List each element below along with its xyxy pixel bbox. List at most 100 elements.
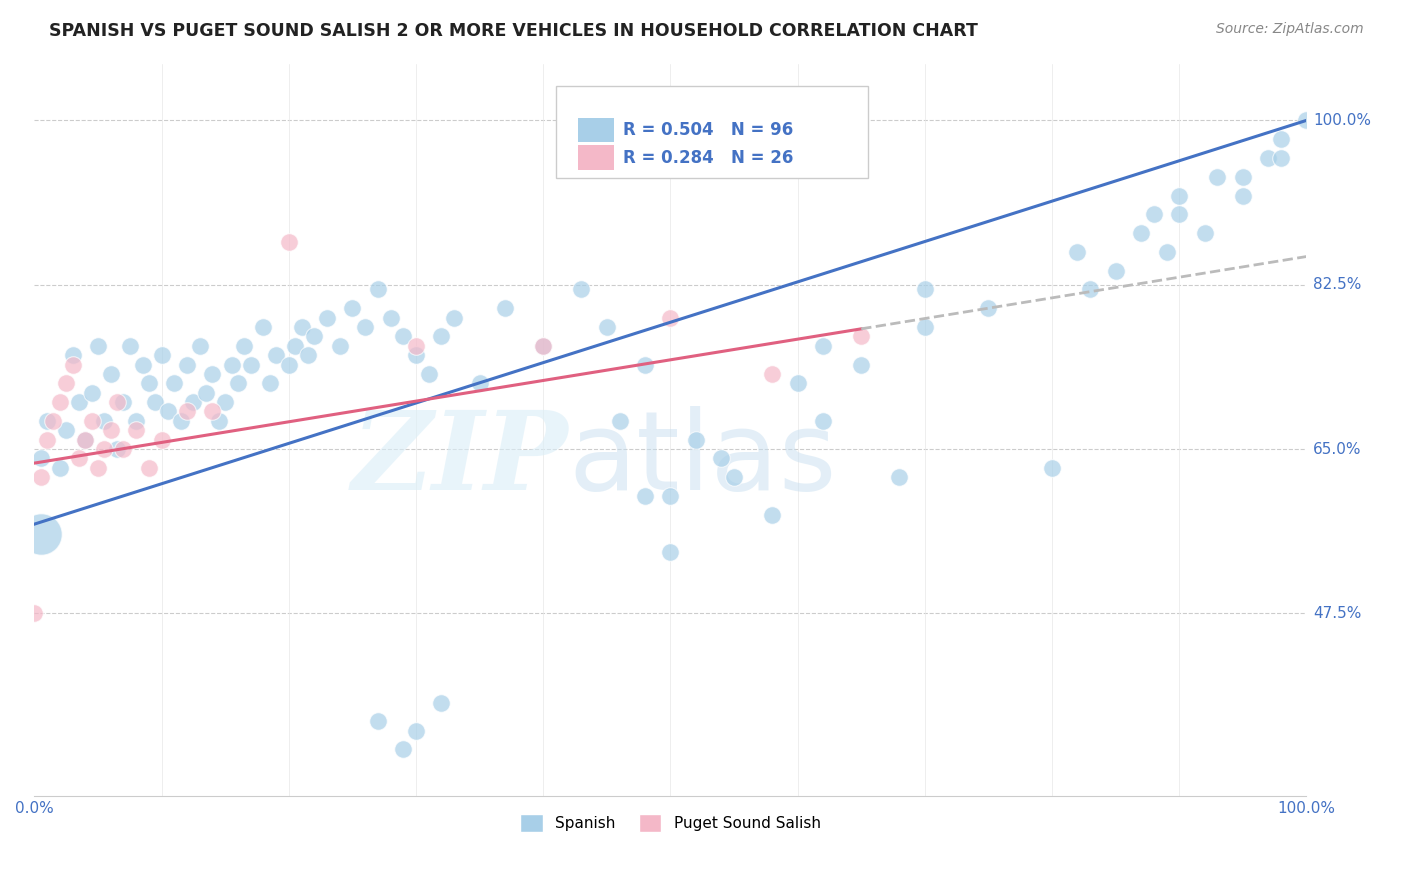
Text: 82.5%: 82.5% [1313,277,1361,293]
Point [239,358,262,372]
Point [75,433,97,447]
Point [277,235,299,250]
Point [195,385,218,400]
Point [430,696,453,710]
Point [609,414,631,428]
Point [93,414,115,428]
Point [150,348,173,362]
Point [112,442,135,456]
Point [1143,207,1166,221]
Text: 47.5%: 47.5% [1313,606,1361,621]
Point [761,508,783,522]
Point [30,451,52,466]
Point [201,367,224,381]
Point [42,414,65,428]
Point [87,339,110,353]
Point [392,329,415,343]
Point [1232,188,1254,202]
Point [55,423,77,437]
Point [80,385,103,400]
Text: Source: ZipAtlas.com: Source: ZipAtlas.com [1216,22,1364,37]
Text: R = 0.284   N = 26: R = 0.284 N = 26 [623,149,794,167]
Point [118,339,141,353]
Point [105,442,128,456]
Point [67,451,90,466]
Point [392,742,415,756]
Point [329,339,352,353]
Point [62,358,84,372]
Point [596,320,619,334]
Point [259,376,281,391]
Text: R = 0.504   N = 96: R = 0.504 N = 96 [623,121,793,139]
Point [430,329,453,343]
Point [977,301,1000,315]
Point [290,320,312,334]
Point [531,339,554,353]
Point [49,460,72,475]
Point [443,310,465,325]
Point [176,358,198,372]
Point [208,414,231,428]
Point [297,348,319,362]
Point [277,358,299,372]
Point [1168,207,1191,221]
Point [1130,226,1153,240]
Point [367,282,389,296]
Point [342,301,364,315]
Point [125,414,148,428]
Point [710,451,733,466]
Point [316,310,339,325]
Point [233,339,256,353]
Point [131,358,153,372]
Point [811,414,834,428]
Point [634,358,657,372]
Point [163,376,186,391]
Point [659,545,682,559]
Point [1270,151,1292,165]
Point [659,489,682,503]
Point [468,376,491,391]
Legend: Spanish, Puget Sound Salish: Spanish, Puget Sound Salish [513,806,828,840]
Point [67,395,90,409]
Point [93,442,115,456]
Point [188,339,211,353]
Point [786,376,808,391]
Point [302,329,325,343]
FancyBboxPatch shape [578,118,614,143]
Point [30,470,52,484]
Point [1232,169,1254,184]
Point [55,376,77,391]
Point [201,404,224,418]
Point [1040,460,1063,475]
Point [1257,151,1279,165]
Point [150,433,173,447]
Point [176,404,198,418]
Point [405,723,427,738]
Point [1206,169,1229,184]
FancyBboxPatch shape [578,145,614,170]
Point [214,395,236,409]
Point [380,310,402,325]
Point [659,310,682,325]
Point [105,395,128,409]
Text: ZIP: ZIP [352,406,568,513]
Point [156,404,179,418]
Point [183,395,205,409]
Point [100,367,122,381]
Point [100,423,122,437]
Point [405,348,427,362]
Point [405,339,427,353]
Point [35,433,58,447]
Point [22,607,45,621]
Point [367,714,389,729]
Point [125,423,148,437]
Point [685,433,707,447]
Point [1168,188,1191,202]
Point [531,339,554,353]
Point [87,460,110,475]
Point [634,489,657,503]
Point [418,367,440,381]
FancyBboxPatch shape [555,86,868,178]
Text: SPANISH VS PUGET SOUND SALISH 2 OR MORE VEHICLES IN HOUSEHOLD CORRELATION CHART: SPANISH VS PUGET SOUND SALISH 2 OR MORE … [49,22,979,40]
Point [494,301,516,315]
